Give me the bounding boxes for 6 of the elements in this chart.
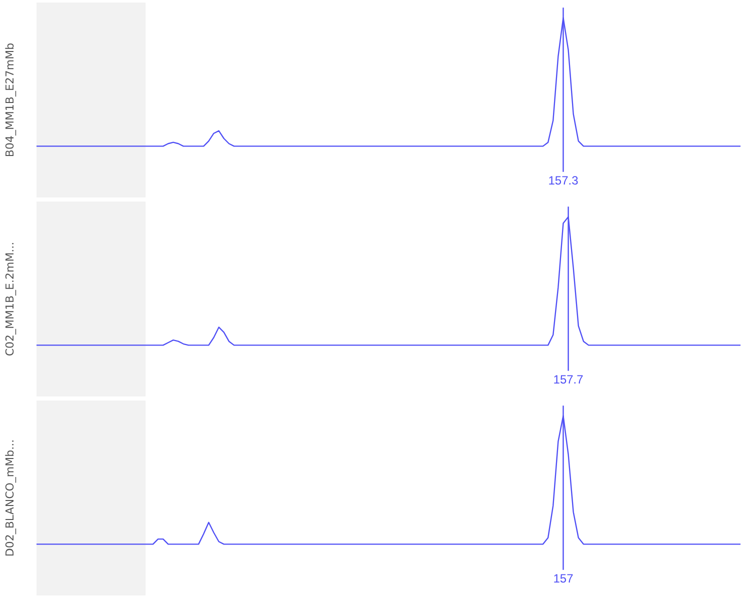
y-axis-title: B04_MM1B_E27mMb	[4, 42, 16, 158]
text: 157.3	[548, 174, 579, 188]
text: 157	[553, 572, 574, 586]
text: 157.7	[553, 372, 584, 387]
y-axis-title: D02_BLANCO_mMb...	[4, 439, 16, 557]
y-axis-title: C02_MM1B_E.2mM...	[4, 242, 16, 356]
